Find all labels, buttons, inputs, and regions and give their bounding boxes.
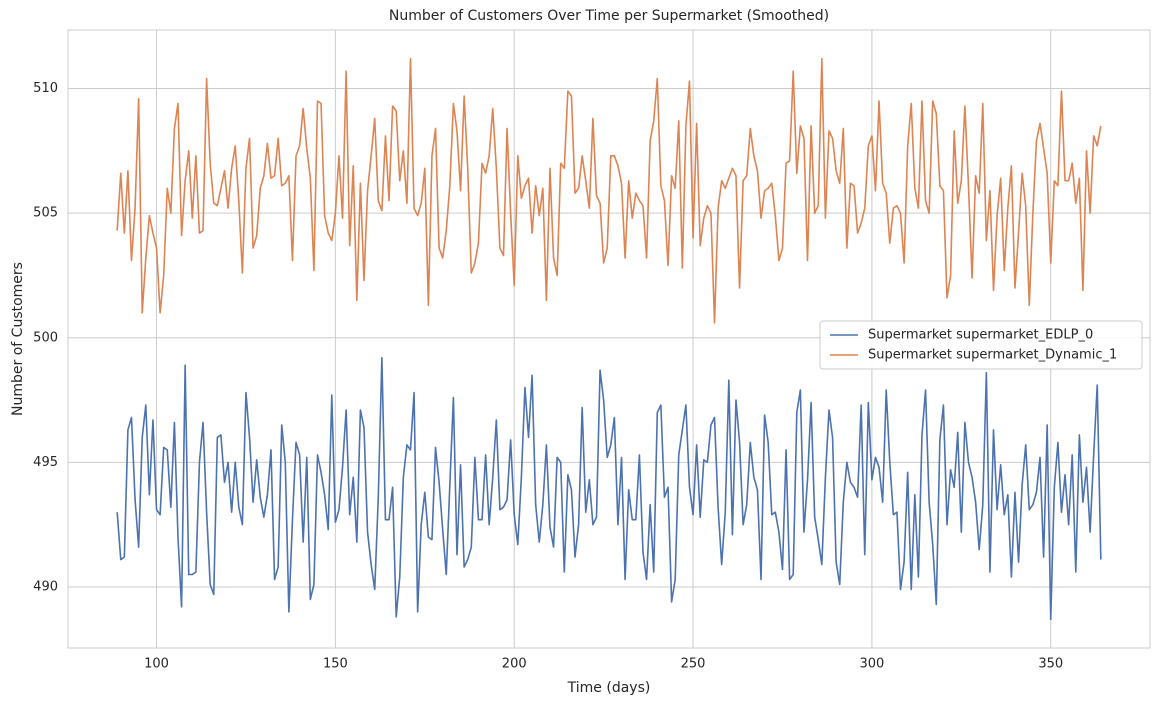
y-tick-label: 495	[33, 455, 58, 470]
chart-title: Number of Customers Over Time per Superm…	[389, 8, 829, 24]
legend-label: Supermarket supermarket_Dynamic_1	[868, 348, 1117, 363]
y-axis-label: Number of Customers	[10, 262, 26, 416]
plot-frame	[67, 29, 1151, 649]
y-tick-label: 500	[33, 330, 58, 345]
x-tick-label: 150	[323, 657, 348, 672]
x-tick-label: 200	[502, 657, 527, 672]
x-tick-label: 250	[681, 657, 706, 672]
y-tick-label: 510	[33, 81, 58, 96]
x-tick-label: 100	[144, 657, 169, 672]
legend-label: Supermarket supermarket_EDLP_0	[868, 328, 1093, 343]
legend: Supermarket supermarket_EDLP_0 Supermarke…	[819, 320, 1143, 370]
x-axis-label: Time (days)	[567, 680, 651, 696]
x-tick-label: 350	[1038, 657, 1063, 672]
y-tick-label: 505	[33, 206, 58, 221]
y-tick-label: 490	[33, 579, 58, 594]
x-tick-label: 300	[859, 657, 884, 672]
series-line	[116, 356, 1102, 621]
legend-box	[819, 320, 1143, 370]
series-line	[116, 57, 1102, 324]
